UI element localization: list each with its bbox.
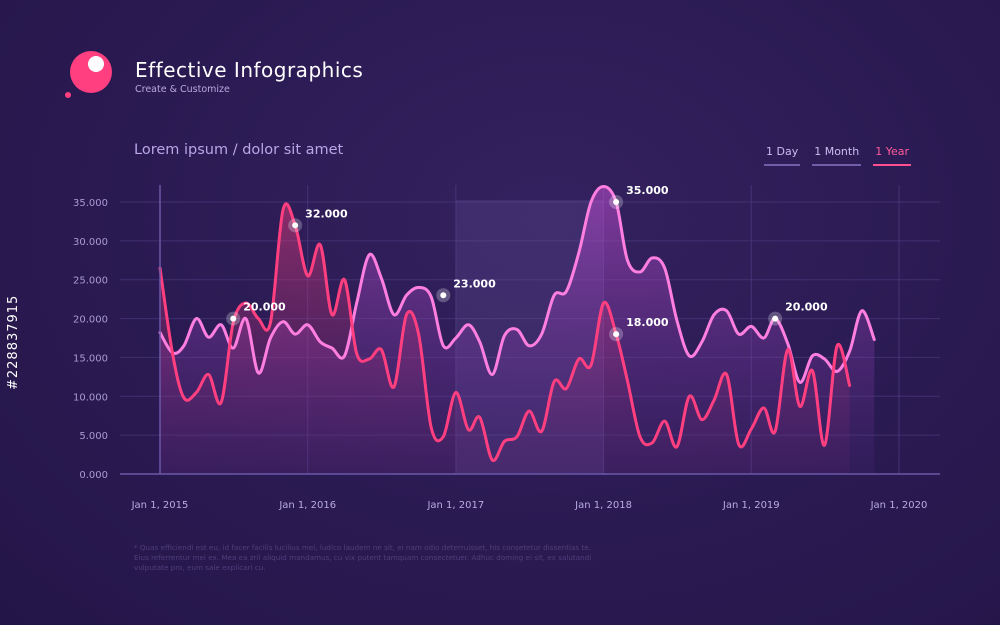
chart-axes: 0.000 5.000 10.000 15.000 20.000 25.000 30.000… — [73, 185, 940, 511]
app-logo — [65, 51, 112, 98]
data-label: 23.000 — [453, 277, 496, 290]
footnote: * Quas efficiendi est eu, id facer facil… — [134, 543, 592, 572]
y-tick-label: 5.000 — [79, 431, 108, 442]
x-tick-label: Jan 1, 2016 — [278, 500, 336, 511]
data-label: 18.000 — [626, 316, 669, 329]
annotation-marker — [230, 315, 237, 322]
page-subtitle: Create & Customize — [135, 84, 230, 95]
range-tabs: 1 Day 1 Month 1 Year — [764, 143, 911, 166]
stock-watermark-id: #228837915 — [6, 294, 21, 390]
y-tick-label: 0.000 — [79, 470, 108, 481]
series-line-1 — [158, 184, 876, 384]
chart-section-title: Lorem ipsum / dolor sit amet — [134, 142, 344, 158]
annotation-marker — [292, 222, 299, 229]
y-tick-label: 25.000 — [73, 276, 108, 287]
annotation-marker — [613, 331, 620, 338]
chart-annotations: 20.000 32.000 23.000 35.000 18.000 20.000 — [226, 184, 828, 342]
tab-1-year[interactable]: 1 Year — [873, 143, 911, 166]
data-label: 35.000 — [626, 184, 669, 197]
tab-1-day[interactable]: 1 Day — [764, 143, 801, 166]
annotation-marker — [772, 315, 779, 322]
page-title: Effective Infographics — [135, 58, 364, 82]
annotation-marker — [613, 199, 620, 205]
y-tick-label: 10.000 — [73, 392, 108, 403]
y-tick-label: 35.000 — [73, 198, 108, 209]
y-tick-label: 20.000 — [73, 315, 108, 326]
x-tick-label: Jan 1, 2018 — [574, 500, 632, 511]
series-lines — [158, 184, 876, 463]
annotation-marker — [440, 292, 447, 299]
x-tick-label: Jan 1, 2015 — [131, 500, 189, 511]
data-label: 32.000 — [305, 207, 348, 220]
data-label: 20.000 — [243, 301, 286, 314]
series-line-2 — [158, 202, 852, 463]
x-tick-label: Jan 1, 2020 — [870, 500, 928, 511]
x-tick-label: Jan 1, 2019 — [722, 500, 780, 511]
series-area-2 — [160, 203, 850, 474]
y-tick-label: 15.000 — [73, 353, 108, 364]
y-tick-label: 30.000 — [73, 237, 108, 248]
tab-1-month[interactable]: 1 Month — [812, 143, 862, 166]
x-tick-label: Jan 1, 2017 — [426, 500, 484, 511]
data-label: 20.000 — [785, 301, 828, 314]
